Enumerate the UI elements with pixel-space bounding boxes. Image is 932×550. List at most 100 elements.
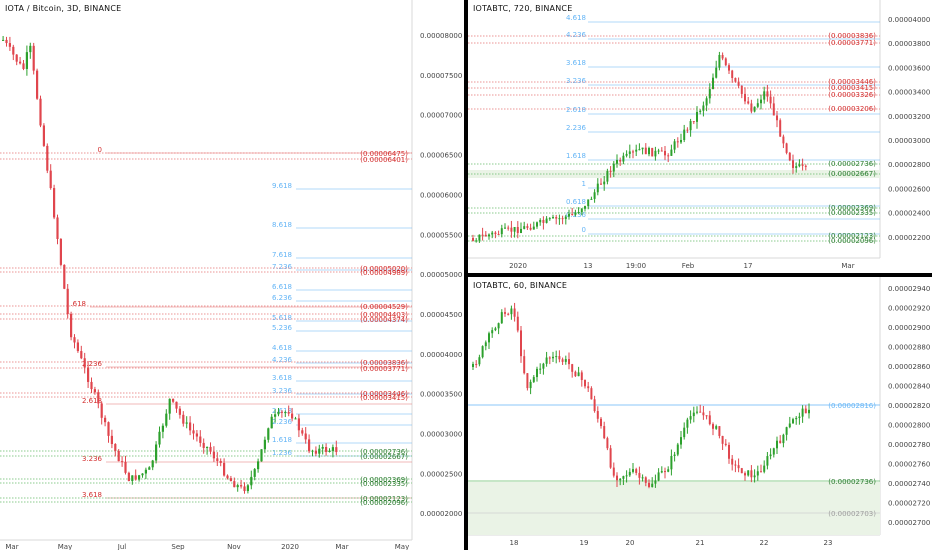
bottom-right-y-tick-label: 0.00002800 xyxy=(888,422,930,430)
left-y-tick-label: 0.00003000 xyxy=(420,431,462,439)
left-y-tick-label: 0.00002000 xyxy=(420,510,462,518)
bottom-right-x-tick-label: 20 xyxy=(626,539,635,547)
left-candle-body xyxy=(36,70,39,99)
left-y-tick-label: 0.00006000 xyxy=(420,191,462,199)
left-price-level-label: (0.00006401) xyxy=(360,156,408,164)
bottom-right-candle-body xyxy=(638,472,641,478)
top-right-candle-body xyxy=(561,218,564,220)
top-right-candle-body xyxy=(500,228,503,235)
left-candle-body xyxy=(107,422,110,436)
bottom-right-candle-body xyxy=(731,458,734,465)
left-candle-body xyxy=(93,389,96,393)
top-right-x-tick-label: 17 xyxy=(744,262,753,270)
bottom-right-candle-body xyxy=(696,411,698,413)
top-right-chart-pane[interactable]: 0.00004000 0.00003800 0.00003600 0.00003400… xyxy=(468,0,932,273)
top-right-candle-body xyxy=(696,111,698,122)
top-right-price-level-label: (0.00002736) xyxy=(828,160,876,168)
top-right-candle-body xyxy=(600,183,602,185)
top-right-y-tick-label: 0.00003200 xyxy=(888,113,930,121)
bottom-right-candle-body xyxy=(526,373,529,389)
bottom-right-candle-body xyxy=(632,469,634,472)
left-chart-pane[interactable]: 0.00008000 0.00007500 0.00007000 0.00006500… xyxy=(0,0,464,550)
top-right-candle-body xyxy=(513,227,516,232)
left-candle-body xyxy=(168,398,171,414)
left-candle-body xyxy=(155,444,158,461)
left-candle-body xyxy=(76,342,79,352)
bottom-right-candle-body xyxy=(769,454,772,457)
top-right-x-tick-label: 19:00 xyxy=(626,262,646,270)
bottom-right-candle-body xyxy=(625,475,628,477)
top-right-candle-body xyxy=(753,106,756,112)
left-y-tick-label: 0.00008000 xyxy=(420,32,462,40)
left-candle-body xyxy=(46,145,49,171)
bottom-right-candle-body xyxy=(497,323,500,329)
bottom-right-candle-body xyxy=(728,444,730,459)
left-price-level-label: (0.00002096) xyxy=(360,499,408,507)
top-right-price-level-label: (0.00002369) xyxy=(828,204,876,212)
left-x-tick-label: Mar xyxy=(335,543,348,550)
top-right-candle-body xyxy=(708,89,711,99)
bottom-right-candle-body xyxy=(705,415,708,417)
top-right-candle-body xyxy=(804,165,807,167)
top-right-candle-body xyxy=(552,217,554,219)
top-right-candle-body xyxy=(798,164,801,167)
left-candle-body xyxy=(301,430,304,434)
top-right-candle-body xyxy=(715,67,718,78)
top-right-y-tick-label: 0.00002600 xyxy=(888,185,930,193)
left-price-level-label: (0.00004374) xyxy=(360,316,408,324)
bottom-right-candle-body xyxy=(795,417,798,420)
top-right-y-tick-label: 0.00002400 xyxy=(888,210,930,218)
left-candle-body xyxy=(209,446,212,452)
bottom-right-candle-body xyxy=(622,476,625,479)
left-candle-body xyxy=(73,337,76,343)
top-right-candle-body xyxy=(718,54,721,68)
top-right-candle-body xyxy=(724,58,727,66)
bottom-right-chart-canvas[interactable]: 0.00002940 0.00002920 0.00002900 0.00002880… xyxy=(468,277,932,550)
bottom-right-candle-body xyxy=(792,419,794,424)
left-candle-body xyxy=(104,417,107,423)
bottom-right-candle-body xyxy=(686,419,689,428)
top-right-candle-body xyxy=(622,155,625,162)
top-right-candle-body xyxy=(728,65,730,71)
left-candle-body xyxy=(240,485,243,487)
left-candle-body xyxy=(236,485,239,488)
top-right-fib-level-label: 1 xyxy=(582,180,586,188)
top-right-candle-body xyxy=(769,96,772,104)
left-candle-body xyxy=(56,217,59,239)
left-candle-body xyxy=(182,414,185,424)
bottom-right-chart-pane[interactable]: 0.00002940 0.00002920 0.00002900 0.00002880… xyxy=(468,277,932,550)
left-chart-canvas[interactable]: 0.00008000 0.00007500 0.00007000 0.00006500… xyxy=(0,0,464,550)
left-candle-body xyxy=(141,473,144,476)
top-right-chart-canvas[interactable]: 0.00004000 0.00003800 0.00003600 0.00003400… xyxy=(468,0,932,273)
top-right-fib-level-label: 3.236 xyxy=(566,77,587,85)
bottom-right-candle-body xyxy=(571,364,574,372)
top-right-x-tick-label: Feb xyxy=(682,262,695,270)
top-right-candle-body xyxy=(497,234,500,236)
left-candle-body xyxy=(314,450,317,454)
left-fib-level-label: 5.236 xyxy=(272,324,293,332)
bottom-right-y-tick-label: 0.00002940 xyxy=(888,285,930,293)
left-candle-body xyxy=(158,431,161,445)
bottom-right-candle-body xyxy=(702,412,705,416)
top-right-y-tick-label: 0.00003600 xyxy=(888,64,930,72)
left-candle-body xyxy=(42,125,45,146)
bottom-right-candle-body xyxy=(801,408,804,417)
left-candle-body xyxy=(328,450,331,452)
left-candle-body xyxy=(53,188,56,218)
top-right-candle-body xyxy=(558,218,561,220)
top-right-candle-body xyxy=(705,98,708,106)
top-right-candle-body xyxy=(744,93,746,102)
bottom-right-candle-body xyxy=(708,415,711,425)
bottom-right-y-tick-label: 0.00002820 xyxy=(888,402,930,410)
left-candle-body xyxy=(22,63,25,69)
top-right-candle-body xyxy=(792,160,794,168)
bottom-right-candle-body xyxy=(596,411,599,419)
left-candle-body xyxy=(178,408,181,415)
top-right-candle-body xyxy=(731,70,734,78)
left-candle-body xyxy=(161,425,164,432)
bottom-right-candle-body xyxy=(712,424,714,429)
top-right-candle-body xyxy=(536,222,538,227)
left-fib-level-label: 6.236 xyxy=(272,294,293,302)
top-right-fib-level-label: 3.618 xyxy=(566,59,586,67)
top-right-y-tick-label: 0.00003800 xyxy=(888,40,930,48)
